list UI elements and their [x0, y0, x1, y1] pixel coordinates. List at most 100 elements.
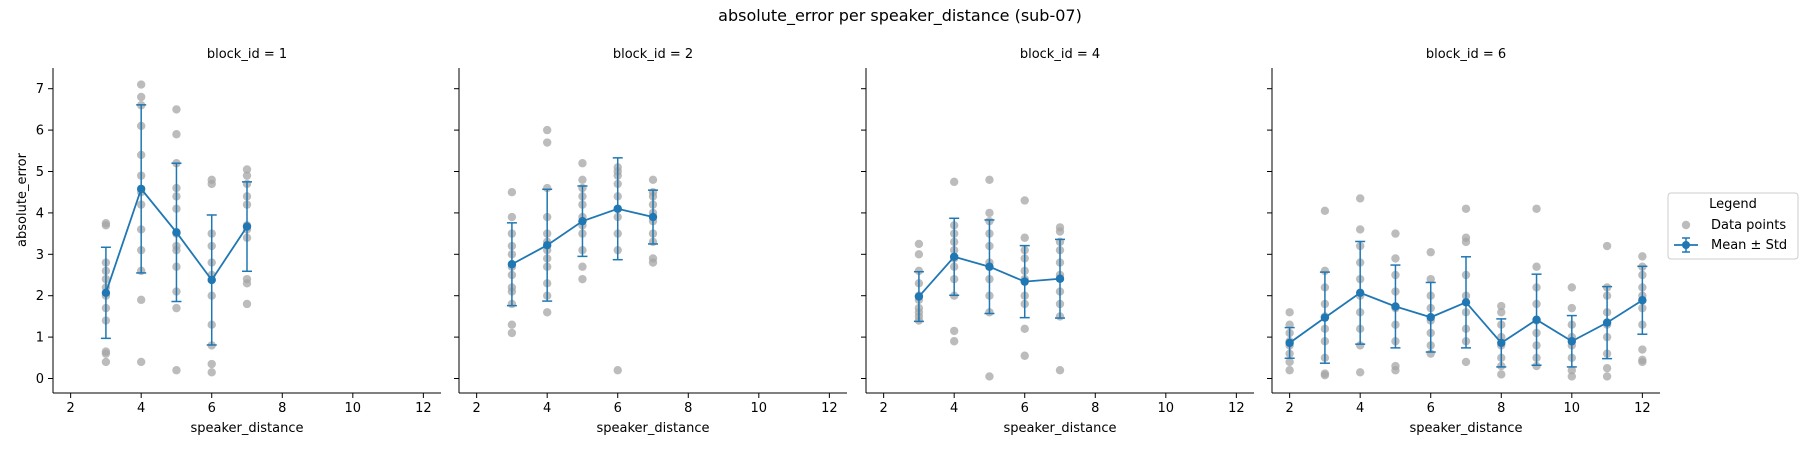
mean-marker: [1055, 274, 1065, 283]
data-point: [172, 105, 181, 114]
data-point: [1461, 357, 1471, 367]
x-tick-label: 12: [1634, 401, 1651, 416]
data-point: [985, 372, 994, 381]
x-tick-label: 6: [614, 401, 622, 416]
x-tick-label: 4: [543, 401, 551, 416]
mean-marker: [985, 262, 994, 271]
data-point: [1461, 233, 1471, 242]
data-point: [507, 328, 517, 338]
x-tick-label: 12: [1228, 401, 1245, 416]
data-point: [949, 177, 959, 187]
x-tick-label: 4: [950, 401, 958, 416]
mean-marker: [1020, 277, 1029, 286]
data-point: [1285, 320, 1294, 329]
data-point: [207, 359, 216, 369]
mean-marker: [1638, 296, 1647, 305]
data-point: [1602, 363, 1612, 373]
data-point: [507, 212, 517, 222]
data-point: [1497, 370, 1506, 379]
data-point: [542, 183, 552, 193]
mean-marker: [172, 228, 181, 237]
data-point: [1320, 266, 1330, 276]
data-point: [1426, 248, 1435, 257]
data-point: [578, 159, 587, 168]
data-point: [1532, 262, 1541, 271]
data-point: [1285, 308, 1294, 317]
data-point: [172, 130, 181, 139]
x-tick-label: 4: [1356, 401, 1364, 416]
data-point: [578, 274, 587, 284]
data-point: [136, 357, 146, 367]
x-tick-label: 10: [751, 401, 768, 416]
data-point: [1285, 366, 1294, 375]
x-tick-label: 6: [208, 401, 216, 416]
x-tick-label: 2: [66, 401, 74, 416]
x-axis-label: speaker_distance: [597, 421, 710, 436]
mean-marker: [1532, 315, 1541, 324]
data-point: [1055, 366, 1065, 375]
data-point: [949, 326, 959, 336]
x-tick-label: 12: [415, 401, 432, 416]
mean-marker: [1497, 338, 1506, 348]
data-point: [1020, 196, 1029, 205]
x-tick-label: 10: [1564, 401, 1581, 416]
data-point: [1020, 233, 1029, 242]
data-point: [1320, 206, 1330, 216]
legend-points-label: Data points: [1711, 218, 1786, 233]
data-point: [172, 303, 181, 313]
legend-title: Legend: [1709, 197, 1757, 212]
mean-marker: [1320, 313, 1330, 322]
data-point: [542, 138, 552, 147]
y-tick-label: 1: [36, 331, 44, 346]
data-point: [578, 262, 587, 271]
x-tick-label: 2: [472, 401, 480, 416]
data-point: [914, 266, 924, 276]
mean-marker: [949, 252, 959, 261]
mean-marker: [613, 204, 622, 213]
data-point: [136, 295, 146, 305]
data-point: [1426, 274, 1435, 284]
mean-marker: [101, 288, 111, 298]
data-point: [578, 175, 587, 184]
x-tick-label: 6: [1021, 401, 1029, 416]
mean-marker: [1285, 338, 1294, 348]
mean-marker: [914, 292, 924, 301]
mean-marker: [242, 222, 252, 231]
mean-marker: [136, 184, 146, 194]
data-point: [914, 250, 924, 259]
data-point: [1602, 241, 1612, 251]
panel-block-1: block_id = 12 4 6 8 10 1201234567speaker_dist…: [36, 47, 441, 436]
data-point: [1020, 351, 1029, 360]
legend: Legend Data points Mean ± Std: [1667, 192, 1799, 260]
y-tick-label: 2: [36, 289, 44, 304]
mean-marker: [207, 275, 216, 285]
data-point: [542, 308, 552, 317]
legend-points-marker: [1681, 220, 1691, 230]
data-point: [1567, 303, 1577, 313]
data-point: [172, 366, 181, 375]
panel-title: block_id = 1: [207, 47, 287, 62]
panel-block-4: block_id = 4 2 4 6 8 10 12 speaker_distance: [861, 47, 1254, 436]
data-point: [1391, 229, 1400, 238]
x-tick-label: 8: [278, 401, 286, 416]
data-point: [1055, 223, 1065, 232]
data-point: [985, 175, 994, 184]
mean-marker: [648, 212, 658, 222]
data-point: [1355, 225, 1365, 234]
data-point: [507, 320, 517, 329]
x-axis-label: speaker_distance: [1410, 421, 1523, 436]
y-tick-label: 7: [36, 82, 44, 97]
x-axis-label: speaker_distance: [191, 421, 304, 436]
figure-title: absolute_error per speaker_distance (sub…: [718, 6, 1082, 26]
mean-marker: [542, 240, 552, 250]
data-point: [542, 125, 552, 135]
data-point: [242, 274, 252, 284]
data-point: [242, 299, 252, 309]
data-point: [648, 254, 658, 263]
mean-marker: [507, 260, 517, 269]
y-tick-label: 4: [36, 206, 44, 221]
x-tick-label: 6: [1427, 401, 1435, 416]
data-point: [242, 171, 252, 180]
data-point: [242, 165, 252, 174]
